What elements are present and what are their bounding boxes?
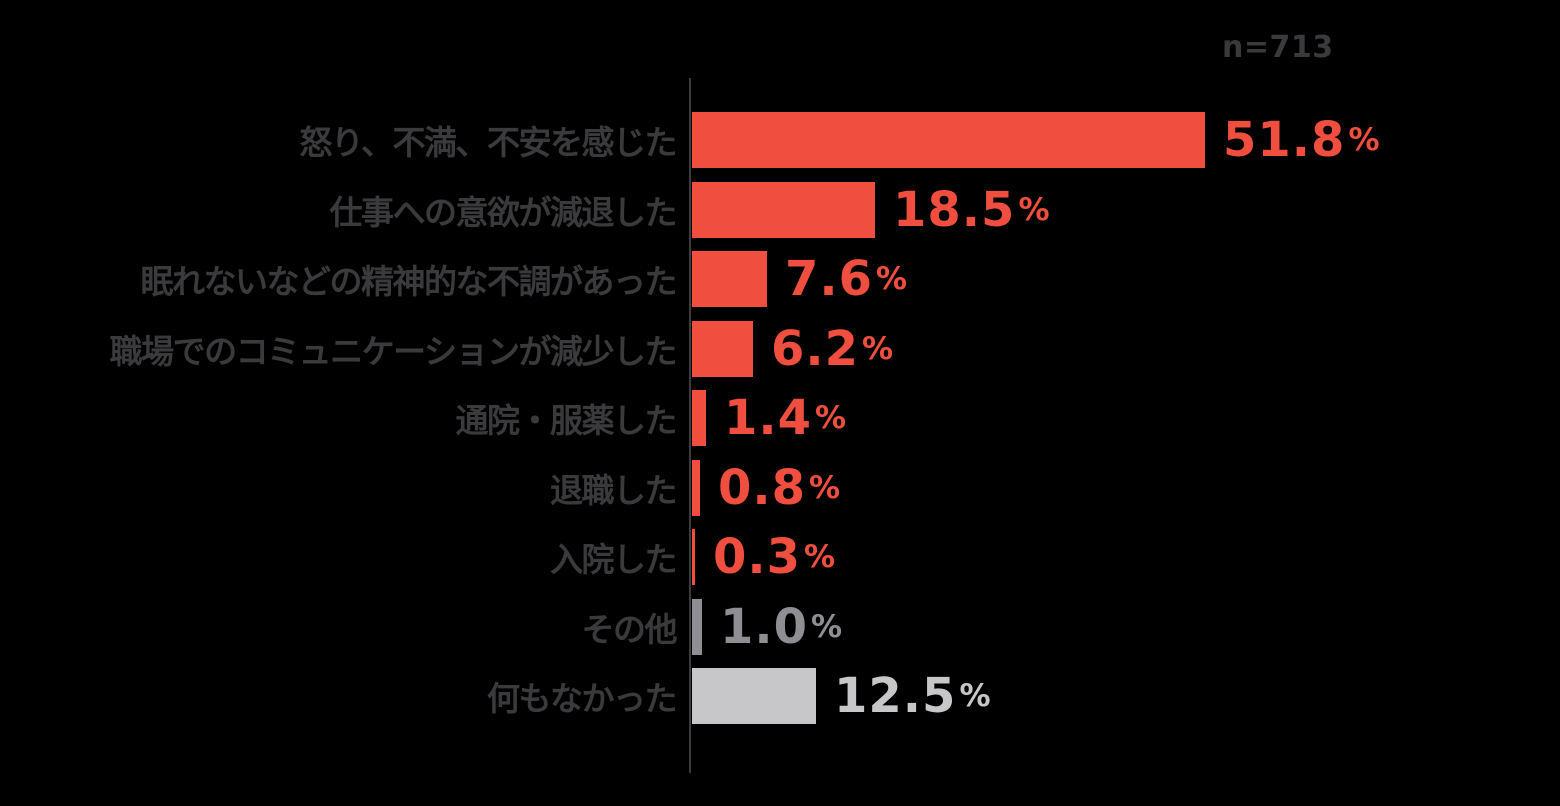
category-label: 通院・服薬した (455, 401, 678, 440)
value-number: 12.5 (834, 668, 957, 724)
value-label: 1.0% (720, 599, 842, 655)
bar (692, 112, 1205, 168)
value-label: 18.5% (893, 182, 1050, 238)
category-label: 退職した (550, 471, 678, 510)
value-number: 0.8 (718, 460, 807, 516)
percent-sign: % (809, 470, 841, 506)
sample-size-annotation: n=713 (1222, 30, 1334, 65)
value-number: 7.6 (785, 251, 874, 307)
percent-sign: % (876, 261, 908, 297)
category-label: 怒り、不満、不安を感じた (299, 123, 677, 162)
percent-sign: % (1018, 192, 1050, 228)
percent-sign: % (804, 539, 836, 575)
bar (692, 460, 700, 516)
bar (692, 251, 767, 307)
value-label: 1.4% (724, 390, 846, 446)
bar (692, 529, 695, 585)
value-number: 51.8 (1223, 112, 1346, 168)
category-label: 仕事への意欲が減退した (329, 193, 678, 232)
category-label: 職場でのコミュニケーションが減少した (109, 332, 678, 371)
value-label: 12.5% (834, 668, 991, 724)
value-label: 7.6% (785, 251, 907, 307)
category-label: 何もなかった (487, 679, 678, 718)
percent-sign: % (959, 678, 991, 714)
category-label: 眠れないなどの精神的な不調があった (140, 262, 678, 301)
percent-sign: % (1348, 122, 1380, 158)
value-number: 0.3 (713, 529, 802, 585)
value-label: 51.8% (1223, 112, 1380, 168)
value-label: 0.8% (718, 460, 840, 516)
bar (692, 599, 702, 655)
bar (692, 182, 875, 238)
value-number: 6.2 (771, 321, 860, 377)
y-axis-line (689, 78, 691, 773)
percent-sign: % (815, 400, 847, 436)
percent-sign: % (862, 331, 894, 367)
value-number: 18.5 (893, 182, 1016, 238)
bar (692, 321, 753, 377)
category-label: その他 (581, 610, 678, 649)
percent-sign: % (811, 609, 843, 645)
category-label: 入院した (550, 540, 678, 579)
bar (692, 668, 816, 724)
value-label: 0.3% (713, 529, 835, 585)
value-number: 1.0 (720, 599, 809, 655)
value-number: 1.4 (724, 390, 813, 446)
value-label: 6.2% (771, 321, 893, 377)
bar (692, 390, 706, 446)
